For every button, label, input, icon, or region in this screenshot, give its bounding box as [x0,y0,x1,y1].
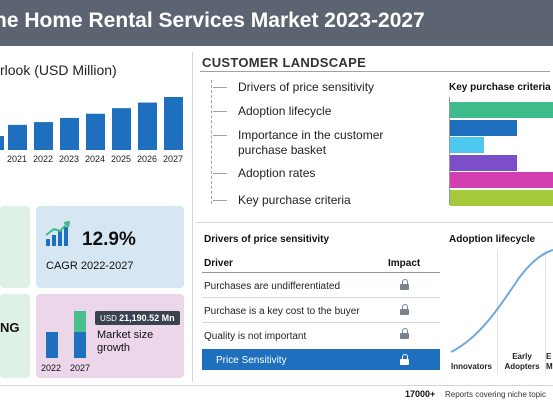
price-sensitivity-label: Price Sensitivity [216,355,287,366]
outlook-bar-2021 [8,124,27,150]
connector-tick [213,135,227,136]
market-size-bar-2022 [46,332,58,358]
adoption-gridline [497,250,498,374]
outlook-tick-2023: 2023 [58,154,80,164]
lock-icon [400,328,409,339]
adoption-title: Adoption lifecycle [449,234,536,245]
market-size-badge: USD 21,190.52 Mn [95,311,180,325]
market-size-bar-2027-growth [74,311,86,332]
kpc-bar-2 [450,119,517,136]
adoption-gridline [545,250,546,374]
adoption-label-innovators: Innovators [451,362,492,371]
growth-card-bottom [0,294,30,378]
kpc-bar-1 [450,102,553,118]
connector-tick [213,173,227,174]
price-sensitivity-row[interactable] [202,349,440,370]
outlook-tick-2022: 2022 [32,154,54,164]
customer-landscape-title: CUSTOMER LANDSCAPE [202,55,367,70]
drivers-col-impact: Impact [388,258,421,269]
outlook-bar-partial [0,136,4,150]
landscape-item-adoption-rates[interactable]: Adoption rates [238,166,316,180]
connector-tick [213,87,227,88]
lock-icon [400,279,409,290]
landscape-item-importance[interactable]: Importance in the customer purchase bask… [238,128,384,157]
outlook-tick-2026: 2026 [136,154,158,164]
landscape-item-key-criteria[interactable]: Key purchase criteria [238,193,351,207]
title-bar: ne Home Rental Services Market 2023-2027 [0,0,553,46]
kpc-axis [449,97,450,205]
market-size-card [36,294,184,378]
market-size-badge-prefix: USD [100,314,117,323]
customer-landscape-underline [200,71,550,72]
cagr-label: CAGR 2022-2027 [46,260,134,272]
market-size-label-line1: Market size [97,329,154,341]
drivers-title: Drivers of price sensitivity [204,234,330,245]
landscape-item-drivers[interactable]: Drivers of price sensitivity [238,80,375,94]
drivers-row: Purchase is a key cost to the buyer [204,306,360,317]
market-size-label-line2: growth [97,342,131,354]
cagr-value: 12.9% [82,229,136,250]
growth-card-top [0,206,30,288]
outlook-bar-2025 [112,108,131,150]
landscape-item-adoption-lifecycle[interactable]: Adoption lifecycle [238,104,332,118]
kpc-bar-6 [450,189,553,206]
drivers-row: Purchases are undifferentiated [204,281,341,292]
outlook-tick-2025: 2025 [110,154,132,164]
outlook-bar-2024 [86,113,105,150]
outlook-title: rlook (USD Million) [0,62,117,78]
connector-tick [213,200,227,201]
outlook-bar-2023 [60,117,79,150]
drivers-col-driver: Driver [204,258,233,269]
growth-chart-icon [45,221,71,246]
outlook-bar-2026 [138,102,157,150]
cagr-card [36,206,184,288]
growth-card-text: NG [0,320,20,335]
footer-text: Reports covering niche topic [445,390,546,399]
drivers-header-sep [202,272,440,273]
outlook-bar-2022 [34,122,53,150]
adoption-curve [450,249,553,353]
footer-report-count: 17000+ [405,389,436,399]
lock-icon [400,304,409,315]
kpc-title: Key purchase criteria [449,82,551,93]
outlook-tick-2024: 2024 [84,154,106,164]
drivers-row-sep [202,322,440,323]
connector-tick [213,111,227,112]
divider-left [192,52,193,382]
lock-icon [400,354,409,365]
market-size-year-2022: 2022 [41,363,62,373]
drivers-row-sep [202,297,440,298]
kpc-bar-3 [450,137,484,153]
outlook-tick-2021: 2021 [6,154,28,164]
market-size-year-2027: 2027 [70,363,91,373]
adoption-label-early-adopters: Early Adopters [504,352,540,371]
footer-divider [0,385,553,386]
outlook-chart [0,96,183,150]
outlook-tick-2027: 2027 [162,154,184,164]
adoption-label-early-majority: E M [546,352,553,371]
market-size-label: Market size growth [97,329,153,355]
kpc-bar-4 [450,154,517,171]
customer-landscape-connector [211,80,212,204]
page-title: ne Home Rental Services Market 2023-2027 [0,9,425,32]
divider-middle [196,222,553,223]
outlook-bar-2027 [164,96,183,150]
market-size-bar-2027-base [74,332,86,358]
drivers-row: Quality is not important [204,331,307,342]
kpc-bar-5 [450,172,553,188]
market-size-badge-value: 21,190.52 Mn [119,313,175,323]
